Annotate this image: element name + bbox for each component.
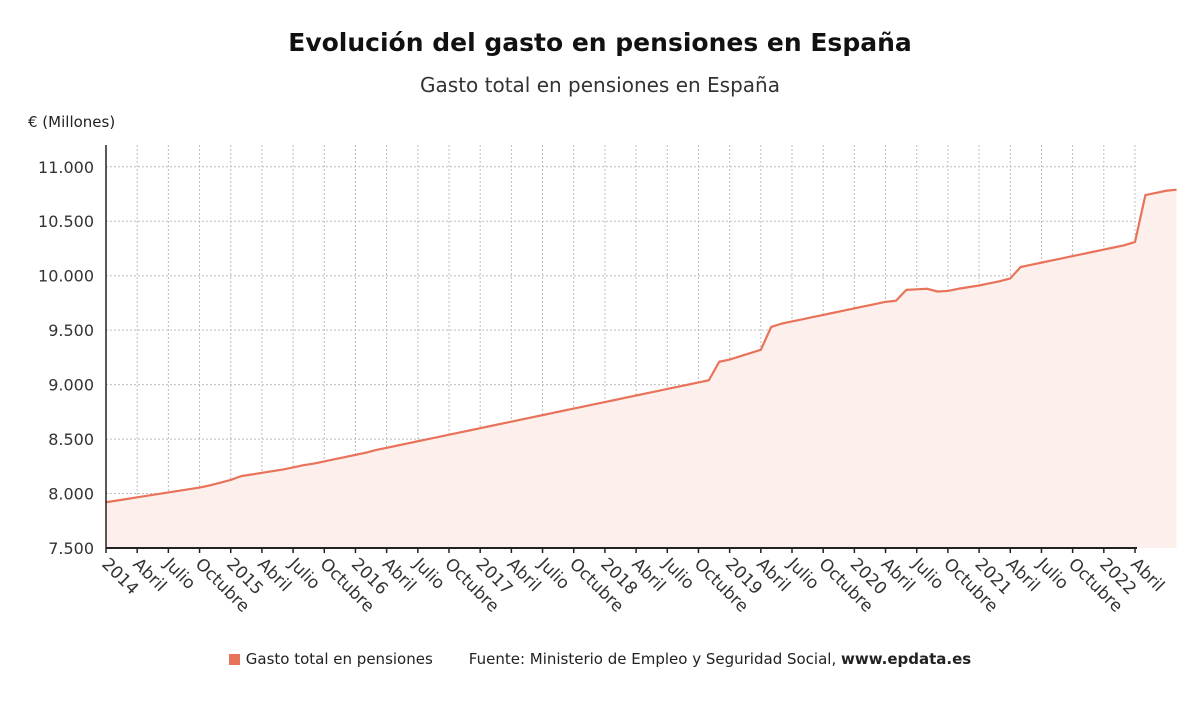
x-tick-label: Julio [658, 554, 698, 594]
x-tick-label: Julio [533, 554, 573, 594]
x-tick-label: Julio [159, 554, 199, 594]
x-axis-ticks: 2014AbrilJulioOctubre2015AbrilJulioOctub… [97, 548, 1168, 617]
x-tick-label: Julio [409, 554, 449, 594]
source-text: Fuente: Ministerio de Empleo y Seguridad… [468, 650, 837, 668]
y-tick-label: 11.000 [38, 158, 94, 177]
y-tick-label: 9.500 [48, 321, 94, 340]
y-tick-label: 8.500 [48, 430, 94, 449]
y-tick-label: 10.000 [38, 267, 94, 286]
x-tick-label: Julio [907, 554, 947, 594]
chart-subtitle: Gasto total en pensiones en España [420, 73, 780, 97]
source-url[interactable]: www.epdata.es [841, 650, 972, 668]
chart-footer: Gasto total en pensiones Fuente: Minister… [0, 650, 1200, 668]
series-line [105, 188, 1177, 504]
y-tick-label: 8.000 [48, 485, 94, 504]
legend-label: Gasto total en pensiones [245, 650, 433, 668]
x-tick-label: Julio [783, 554, 823, 594]
series-area-fill [106, 189, 1177, 548]
y-axis-ticks: 7.500 8.000 8.500 9.000 9.500 10.000 10.500 11.… [38, 158, 94, 558]
x-tick-label: Julio [1032, 554, 1072, 594]
chart-plot: 7.500 8.000 8.500 9.000 9.500 10.000 10.500 11.… [38, 145, 1177, 617]
y-tick-label: 7.500 [48, 539, 94, 558]
x-tick-label: Julio [284, 554, 324, 594]
legend-swatch [228, 654, 240, 665]
chart-title: Evolución del gasto en pensiones en Espa… [288, 28, 912, 57]
y-axis-label: € (Millones) [28, 113, 116, 131]
y-tick-label: 10.500 [38, 212, 94, 231]
y-tick-label: 9.000 [48, 376, 94, 395]
